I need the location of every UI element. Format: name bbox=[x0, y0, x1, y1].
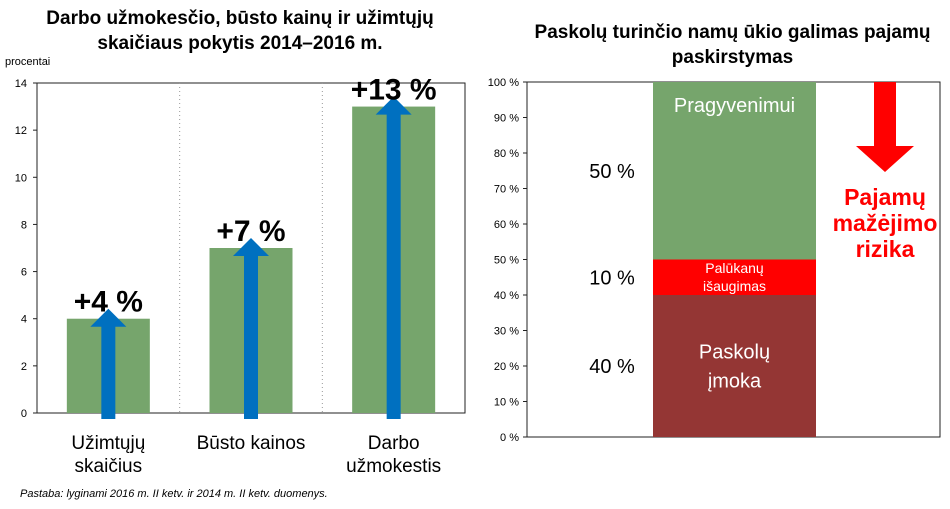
segment-name-label: įmoka bbox=[708, 371, 762, 393]
left-y-tick-label: 6 bbox=[21, 267, 27, 279]
right-y-tick-label: 80 % bbox=[494, 148, 519, 160]
right-y-tick-label: 50 % bbox=[494, 255, 519, 267]
left-category-label: Būsto kainos bbox=[196, 433, 306, 454]
left-y-tick-label: 12 bbox=[15, 125, 27, 137]
right-chart-title: Paskolų turinčio namų ūkio galimas pajam… bbox=[534, 22, 931, 68]
risk-label-line: rizika bbox=[856, 236, 915, 262]
left-y-tick-label: 2 bbox=[21, 361, 27, 373]
right-y-tick-label: 30 % bbox=[494, 326, 519, 338]
risk-label-line: Pajamų bbox=[844, 184, 926, 210]
left-y-tick-label: 4 bbox=[21, 314, 27, 326]
right-y-tick-label: 60 % bbox=[494, 219, 519, 231]
stacked-segment bbox=[653, 259, 816, 295]
segment-name-label: Pragyvenimui bbox=[674, 95, 795, 117]
segment-percent-label: 40 % bbox=[589, 356, 635, 378]
right-y-tick-label: 0 % bbox=[500, 432, 519, 444]
right-y-tick-label: 20 % bbox=[494, 361, 519, 373]
right-y-tick-label: 70 % bbox=[494, 184, 519, 196]
right-y-tick-label: 40 % bbox=[494, 290, 519, 302]
left-y-tick-label: 10 bbox=[15, 172, 27, 184]
left-category-label: Užimtųjų skaičius bbox=[71, 433, 146, 477]
stacked-segment bbox=[653, 295, 816, 437]
segment-name-label: Paskolų bbox=[699, 342, 770, 364]
left-chart-title: Darbo užmokesčio, būsto kainų ir užimtųj… bbox=[46, 8, 434, 54]
left-growth-arrow bbox=[375, 96, 412, 420]
segment-percent-label: 50 % bbox=[589, 161, 635, 183]
left-growth-arrow bbox=[90, 308, 127, 419]
right-y-tick-label: 10 % bbox=[494, 397, 519, 409]
stacked-segment bbox=[653, 82, 816, 260]
left-y-tick-label: 8 bbox=[21, 219, 27, 231]
left-growth-arrow bbox=[233, 238, 269, 419]
y-axis-unit-label: procentai bbox=[5, 56, 51, 68]
right-y-tick-label: 100 % bbox=[488, 77, 519, 89]
risk-label-line: mažėjimo bbox=[833, 210, 938, 236]
left-bar-data-label: +13 % bbox=[351, 74, 437, 107]
left-y-tick-label: 14 bbox=[15, 78, 27, 90]
segment-name-label: Palūkanų bbox=[705, 260, 764, 276]
footnote: Pastaba: lyginami 2016 m. II ketv. ir 20… bbox=[20, 488, 328, 500]
right-y-tick-label: 90 % bbox=[494, 113, 519, 125]
segment-name-label: išaugimas bbox=[703, 278, 766, 294]
income-decline-arrow bbox=[856, 82, 914, 172]
left-y-tick-label: 0 bbox=[21, 408, 27, 420]
left-category-label: Darbo užmokestis bbox=[346, 433, 442, 477]
segment-percent-label: 10 % bbox=[589, 267, 635, 289]
left-bar-data-label: +4 % bbox=[74, 286, 143, 319]
left-bar-data-label: +7 % bbox=[216, 215, 285, 248]
